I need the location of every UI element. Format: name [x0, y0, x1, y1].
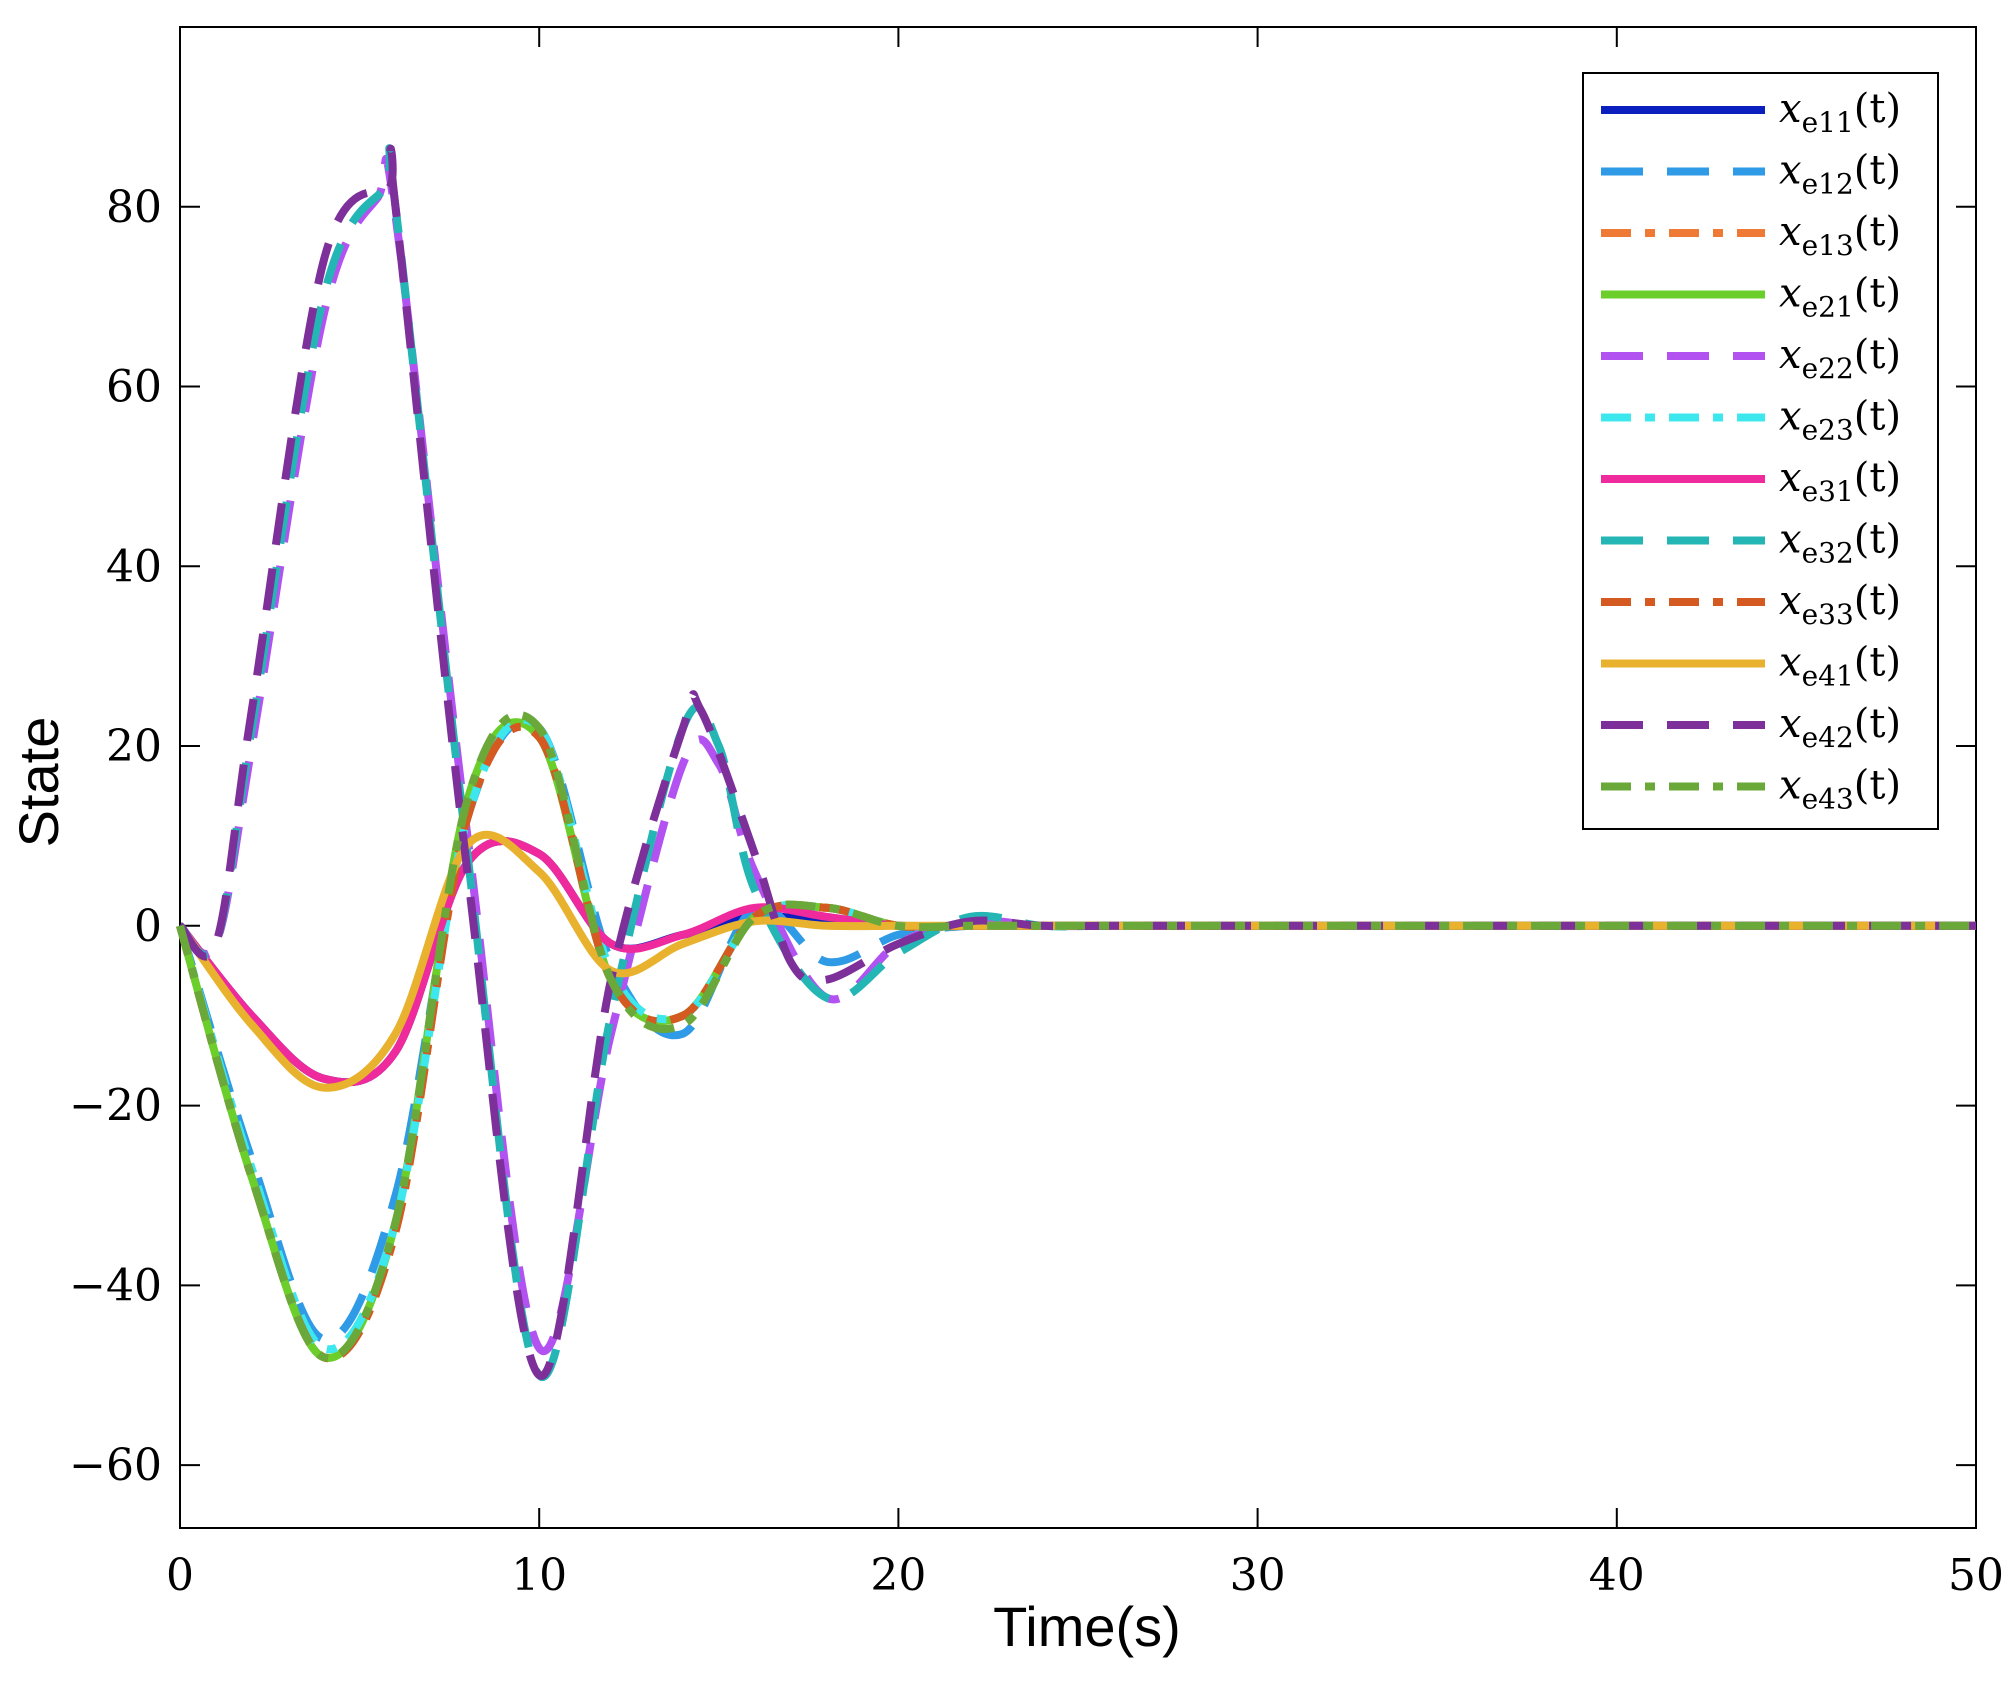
x-tick-label: 50: [1948, 1550, 2004, 1601]
x-tick-label: 40: [1589, 1550, 1645, 1601]
y-tick-label: −60: [69, 1440, 162, 1491]
legend-label-e13: xe13(t): [1779, 209, 1901, 262]
legend-label-e22: xe22(t): [1779, 332, 1901, 385]
x-tick-label: 0: [166, 1550, 194, 1601]
x-axis-title: Time(s): [993, 1595, 1181, 1658]
legend-label-e42: xe42(t): [1779, 701, 1901, 754]
y-axis-title: State: [7, 717, 70, 848]
legend-label-e21: xe21(t): [1779, 271, 1901, 324]
y-tick-label: 60: [106, 362, 162, 413]
x-tick-label: 10: [511, 1550, 567, 1601]
y-tick-label: 0: [134, 901, 162, 952]
series-lines: [176, 144, 1976, 1382]
x-tick-label: 30: [1230, 1550, 1286, 1601]
legend: xe11(t) xe12(t) xe13(t) xe21(t) xe22(t) xe23(…: [1582, 72, 1939, 830]
legend-box: [1582, 72, 1939, 830]
legend-label-e31: xe31(t): [1779, 455, 1901, 508]
legend-label-e11: xe11(t): [1779, 86, 1901, 139]
y-tick-label: −40: [69, 1260, 162, 1311]
series-line-e41: [176, 830, 1976, 1092]
series-line-e43: [176, 710, 1976, 1362]
legend-label-e12: xe12(t): [1779, 148, 1901, 201]
y-tick-label: 40: [106, 541, 162, 592]
legend-label-e43: xe43(t): [1779, 763, 1901, 816]
legend-label-e23: xe23(t): [1779, 394, 1901, 447]
x-tick-label: 20: [870, 1550, 926, 1601]
legend-label-e32: xe32(t): [1779, 517, 1901, 570]
legend-label-e41: xe41(t): [1779, 640, 1901, 693]
y-tick-label: 20: [106, 721, 162, 772]
axis-ticks: 0 10 20 30 40 50 80 60 40 20 0 −20 −40 −60: [69, 27, 2004, 1601]
y-tick-label: 80: [106, 182, 162, 233]
legend-label-e33: xe33(t): [1779, 578, 1901, 631]
y-tick-label: −20: [69, 1081, 162, 1132]
